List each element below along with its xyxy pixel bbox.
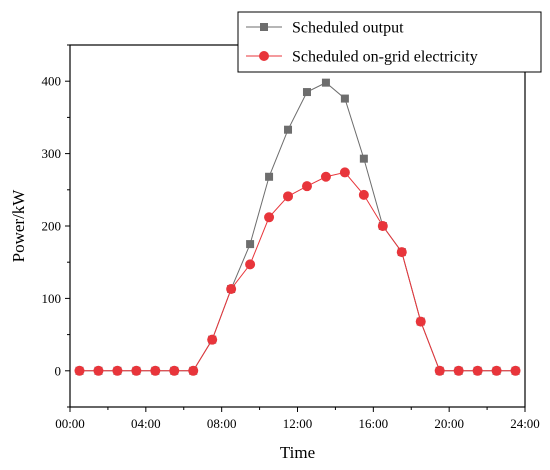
x-tick-label: 12:00	[283, 416, 313, 431]
plot-frame	[69, 44, 526, 408]
data-point	[358, 189, 369, 200]
legend-marker	[259, 51, 269, 61]
data-point	[359, 154, 368, 163]
legend-entry: Scheduled output	[246, 20, 404, 37]
x-axis-title: Time	[280, 443, 315, 462]
y-tick-label: 400	[42, 74, 62, 89]
data-point	[169, 365, 180, 376]
axes: 00:00 04:00 08:00 12:00 16:00 20:00 24:00 0 100 2…	[42, 44, 540, 431]
data-point	[472, 365, 483, 376]
x-tick-label: 04:00	[131, 416, 161, 431]
data-point	[396, 247, 407, 258]
x-tick-label: 20:00	[434, 416, 464, 431]
legend-label: Scheduled output	[292, 20, 404, 37]
data-point	[283, 191, 294, 202]
data-point	[340, 94, 349, 103]
legend-label: Scheduled on-grid electricity	[292, 49, 478, 66]
data-point	[188, 365, 199, 376]
legend-box	[237, 11, 542, 73]
series-1	[75, 78, 520, 375]
data-point	[207, 334, 218, 345]
x-tick-label: 16:00	[359, 416, 389, 431]
legend: Scheduled output Scheduled on-grid electr…	[237, 11, 542, 73]
data-point	[321, 78, 330, 87]
x-tick-label: 24:00	[510, 416, 540, 431]
data-point	[246, 240, 255, 249]
data-point	[434, 365, 445, 376]
data-point	[491, 365, 502, 376]
y-tick-label: 0	[55, 363, 62, 378]
data-point	[74, 365, 85, 376]
data-point	[245, 259, 256, 270]
y-tick-label: 200	[42, 219, 62, 234]
data-point	[453, 365, 464, 376]
data-point	[284, 125, 293, 134]
data-point	[150, 365, 161, 376]
legend-marker	[260, 23, 268, 31]
data-point	[131, 365, 142, 376]
data-point	[301, 181, 312, 192]
series-line	[79, 82, 516, 372]
data-point	[415, 316, 426, 327]
data-point	[377, 221, 388, 231]
data-point	[510, 365, 521, 376]
data-point	[302, 88, 311, 97]
y-tick-label: 300	[42, 146, 62, 161]
x-tick-label: 08:00	[207, 416, 237, 431]
series-layer	[74, 78, 521, 376]
data-point	[112, 365, 123, 376]
data-point	[93, 365, 104, 376]
data-point	[265, 172, 274, 181]
y-tick-label: 100	[42, 291, 62, 306]
data-point	[226, 283, 237, 294]
series-2	[74, 167, 521, 376]
series-line	[79, 171, 516, 372]
data-point	[320, 171, 331, 182]
data-point	[339, 167, 350, 178]
data-point	[264, 212, 275, 223]
legend-entry: Scheduled on-grid electricity	[246, 49, 478, 66]
y-axis-title: Power/kW	[9, 189, 28, 263]
x-tick-label: 00:00	[55, 416, 85, 431]
plot-area	[69, 44, 526, 408]
